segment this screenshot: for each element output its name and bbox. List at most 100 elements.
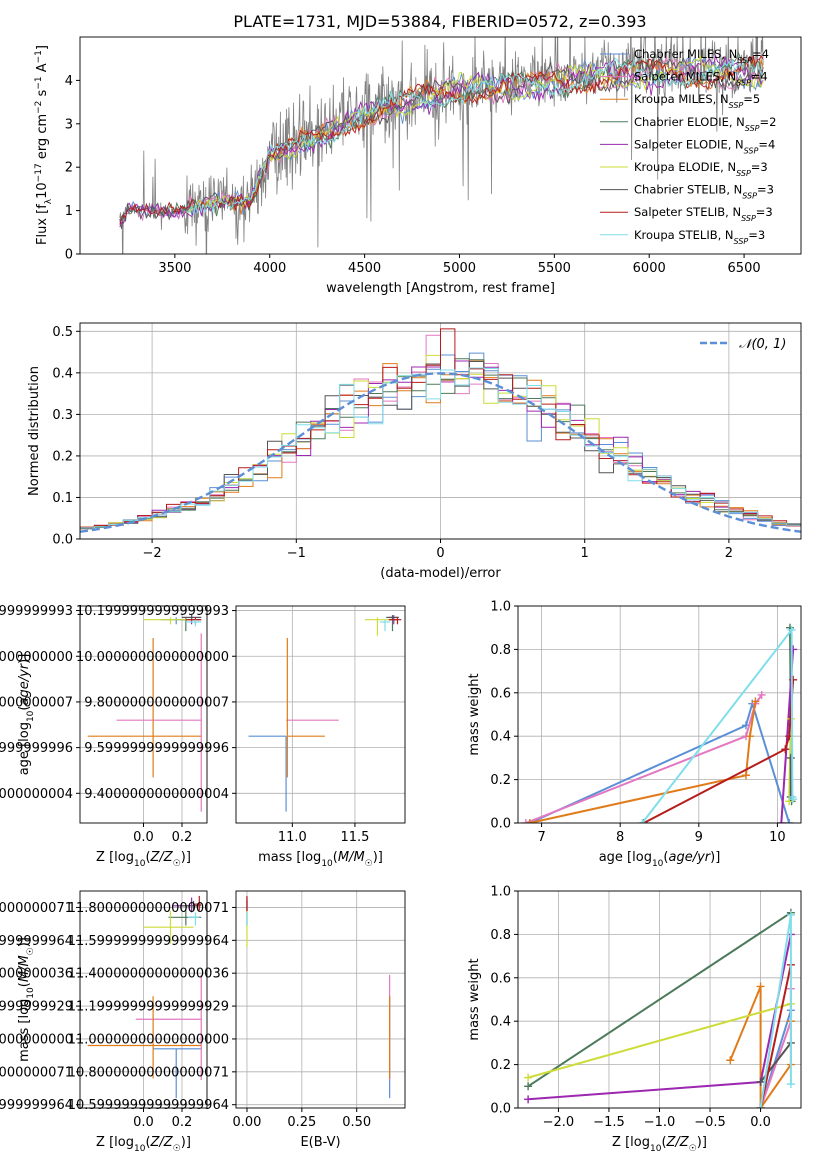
chart-weight_vs_Z: −2.0 −1.5 −1.0 −0.5 0.0 0.0 0.2 0.4 0.6 0.8 1.0 Z […	[467, 885, 802, 1154]
tick-label-x: 2	[725, 546, 733, 561]
model-spectrum	[119, 54, 764, 225]
tick-label-y: 0.0	[52, 533, 73, 548]
tick-label-x: 11.0	[278, 830, 307, 845]
tick-label-x: 9	[695, 830, 703, 845]
x-axis-label: mass [log10(M/M☉)]	[258, 850, 383, 869]
tick-label-x: −1	[287, 546, 306, 561]
weight-marker	[786, 910, 795, 919]
weight-marker	[524, 1082, 533, 1091]
y-axis-label: age [log10(age/yr)]	[17, 654, 36, 776]
model-spectrum	[119, 56, 764, 230]
tick-label-y: 9.8000000000000007	[0, 695, 73, 710]
tick-label-y: 1.0	[490, 885, 511, 900]
tick-label-x: 4000	[253, 261, 286, 276]
weight-line	[529, 700, 791, 823]
weight-line	[529, 701, 757, 823]
tick-label-x: −0.5	[694, 1115, 726, 1130]
tick-label-y: 9.4000000000000004	[84, 787, 229, 802]
weight-line	[527, 1002, 792, 1079]
weight-marker	[781, 745, 790, 754]
y-axis-label: mass weight	[467, 958, 482, 1040]
weight-marker	[785, 819, 794, 823]
weight-marker	[525, 819, 534, 823]
tick-label-x: 4500	[348, 261, 381, 276]
x-axis-label: wavelength [Angstrom, rest frame]	[326, 281, 555, 296]
data-layer	[521, 623, 798, 823]
chart-age_vs_mass: 11.0 11.5 9.4000000000000004 9.599999999999…	[76, 604, 406, 869]
tick-label-x: 0.00	[232, 1115, 261, 1130]
weight-line	[527, 911, 792, 1088]
weight-marker	[757, 690, 766, 699]
axes-frame	[79, 36, 802, 255]
tick-label-x: 3500	[158, 261, 191, 276]
weight-marker	[789, 645, 798, 654]
weight-marker	[777, 819, 786, 823]
chart-spectrum: 3500 4000 4500 5000 5500 6000 6500 0 1 2 3 4 wavelen…	[34, 36, 802, 296]
tick-label-x: 0	[436, 546, 444, 561]
tick-label-y: 11.00000000000000000	[68, 1032, 229, 1047]
data-layer	[248, 615, 402, 812]
tick-label-x: 6500	[728, 261, 761, 276]
tick-label-x: 1	[581, 546, 589, 561]
tick-label-y: 11.80000000000000071	[0, 901, 73, 916]
tick-label-x: 0.0	[750, 1115, 771, 1130]
plot-area	[518, 606, 801, 823]
tick-label-y: 10.0000000000000000	[76, 650, 229, 665]
data-spectrum	[119, 37, 764, 254]
chart-mass_vs_Z: 0.0 0.2 10.59999999999999964 10.80000000000…	[0, 890, 208, 1154]
legend-label: Kroupa STELIB, NSSP=3	[634, 228, 765, 246]
tick-label-x: 8	[616, 830, 624, 845]
tick-label-y: 9.5999999999999996	[84, 741, 229, 756]
tick-label-y: 11.40000000000000036	[0, 967, 73, 982]
tick-label-y: 9.4000000000000004	[0, 787, 73, 802]
tick-label-y: 11.40000000000000036	[68, 967, 229, 982]
data-layer	[80, 328, 801, 533]
tick-label-y: 10.80000000000000071	[68, 1065, 229, 1080]
tick-label-y: 10.1999999999999993	[76, 604, 229, 619]
y-axis-label: mass weight	[467, 673, 482, 755]
weight-marker	[789, 795, 798, 804]
legend-label: 𝒩(0, 1)	[739, 337, 786, 352]
axes-frame	[517, 890, 802, 1109]
weight-marker	[786, 753, 795, 762]
tick-label-y: 0.8	[490, 643, 511, 658]
tick-label-x: −1.0	[644, 1115, 676, 1130]
tick-label-x: 5500	[538, 261, 571, 276]
tick-label-y: 0.2	[490, 1058, 511, 1073]
weight-marker	[751, 697, 760, 706]
x-axis-label: age [log10(age/yr)]	[599, 850, 721, 869]
x-axis-label: Z [log10(Z/Z☉)]	[612, 1135, 707, 1154]
weight-marker	[524, 1095, 533, 1104]
legend-label: Salpeter ELODIE, NSSP=4	[634, 137, 775, 155]
x-axis-label: Z [log10(Z/Z☉)]	[96, 850, 191, 869]
tick-label-x: 0.0	[133, 830, 154, 845]
tick-label-y: 0.3	[52, 408, 73, 423]
weight-marker	[756, 1104, 765, 1108]
legend-label: Kroupa MILES, NSSP=5	[634, 92, 760, 110]
weight-marker	[521, 819, 530, 823]
tick-label-x: 0.25	[287, 1115, 316, 1130]
tick-label-x: 7	[537, 830, 545, 845]
model-spectrum	[186, 54, 764, 214]
tick-label-y: 0.4	[490, 1015, 511, 1030]
normal-curve	[80, 372, 801, 533]
data-layer	[87, 615, 202, 812]
tick-label-y: 11.00000000000000000	[0, 1032, 73, 1047]
chart-mass_vs_ebv: 0.00 0.25 0.50 10.59999999999999964 10.80000…	[68, 890, 406, 1150]
data-layer	[524, 908, 795, 1108]
legend-label: Chabrier STELIB, NSSP=3	[634, 183, 774, 201]
chart-age_vs_Z: 0.0 0.2 9.4000000000000004 9.59999999999999…	[0, 604, 208, 869]
legend-label: Salpeter STELIB, NSSP=3	[634, 205, 773, 223]
y-axis-label: Flux [fλ10−17 erg cm−2 s−1 A−1]	[34, 45, 54, 245]
tick-label-y: 10.80000000000000071	[0, 1065, 73, 1080]
axes-frame	[235, 890, 406, 1109]
tick-label-y: 0.0	[490, 817, 511, 832]
axes-frame	[235, 605, 406, 824]
tick-label-x: 0.2	[172, 1115, 193, 1130]
tick-label-y: 10.59999999999999964	[68, 1098, 229, 1113]
weight-marker	[524, 1073, 533, 1082]
legend-label: Salpeter MILES, NSSP=4	[634, 70, 768, 88]
tick-label-x: −2	[143, 546, 162, 561]
tick-label-y: 0.8	[490, 928, 511, 943]
